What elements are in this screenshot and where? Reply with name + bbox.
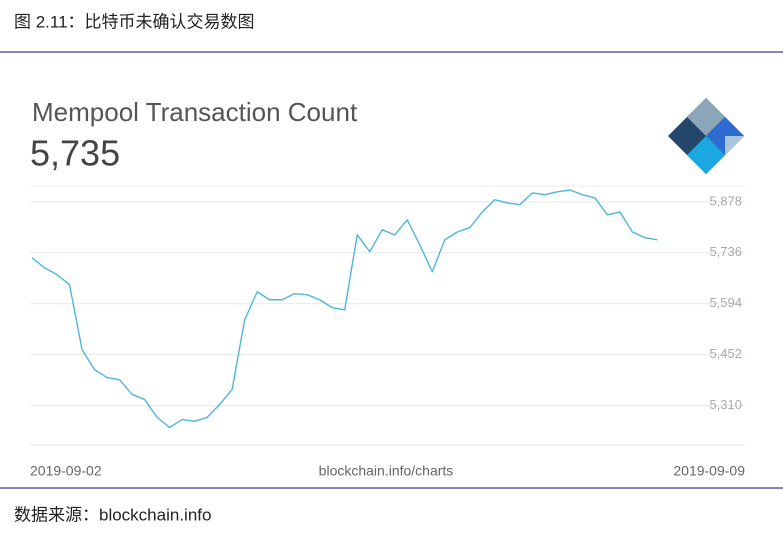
- logo: [668, 98, 744, 174]
- y-tick-label: 5,878: [709, 193, 742, 208]
- chart-footer: blockchain.info/charts: [319, 463, 454, 479]
- source: 数据来源：blockchain.info: [14, 505, 211, 524]
- y-tick-label: 5,736: [709, 244, 742, 259]
- x-tick-label: 2019-09-02: [30, 463, 102, 479]
- x-tick-label: 2019-09-09: [673, 463, 745, 479]
- y-tick-label: 5,452: [709, 346, 742, 361]
- figure-caption: 图 2.11：比特币未确认交易数图: [14, 12, 255, 31]
- y-tick-label: 5,310: [709, 397, 742, 412]
- y-tick-label: 5,594: [709, 295, 742, 310]
- data-line: [31, 189, 658, 429]
- headline: 5,735: [30, 133, 120, 174]
- chart-title: Mempool Transaction Count: [32, 97, 358, 127]
